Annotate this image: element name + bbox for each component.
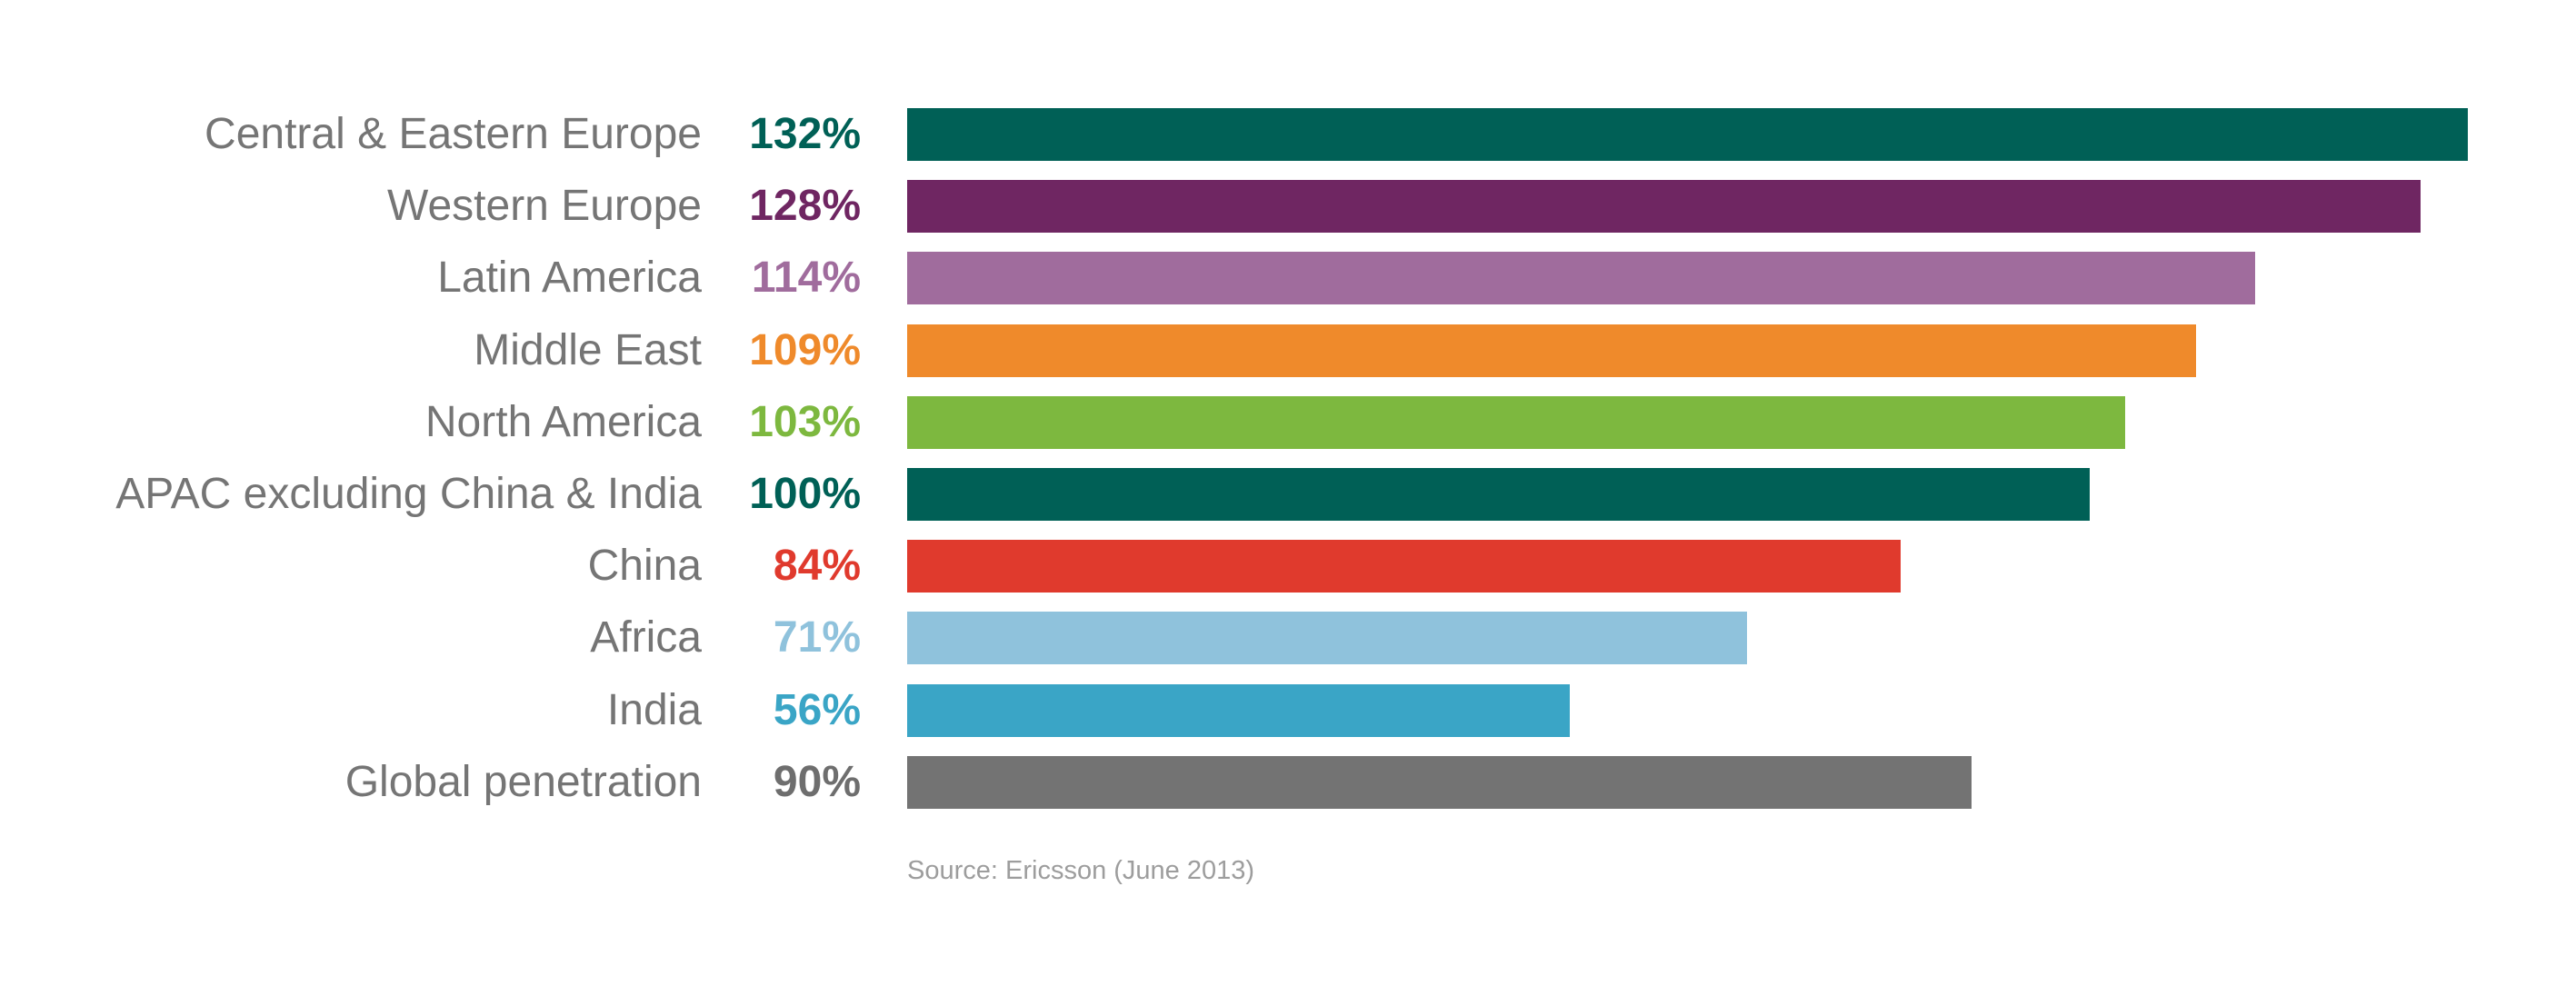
bar	[907, 395, 2125, 449]
chart-row: Latin America 114%	[0, 252, 2576, 305]
chart-row: Africa 71%	[0, 612, 2576, 665]
category-label: China	[587, 542, 702, 591]
category-label: Western Europe	[387, 182, 702, 231]
bar	[907, 324, 2197, 377]
value-label: 103%	[749, 397, 861, 446]
chart-row: Western Europe 128%	[0, 180, 2576, 234]
chart-row: China 84%	[0, 540, 2576, 593]
bar	[907, 108, 2469, 161]
bar	[907, 683, 1570, 737]
value-label: 56%	[773, 685, 861, 734]
bar	[907, 755, 1972, 809]
bar	[907, 612, 1747, 665]
chart-row: Global penetration 90%	[0, 755, 2576, 809]
bar	[907, 540, 1901, 593]
value-label: 128%	[749, 182, 861, 231]
category-label: India	[606, 685, 702, 734]
chart-row: APAC excluding China & India 100%	[0, 467, 2576, 521]
bar	[907, 252, 2256, 305]
category-label: Middle East	[474, 325, 702, 374]
category-label: APAC excluding China & India	[115, 469, 702, 518]
category-label: North America	[424, 397, 702, 446]
source-note: Source: Ericsson (June 2013)	[907, 856, 1255, 885]
category-label: Global penetration	[344, 757, 702, 806]
category-label: Latin America	[437, 254, 702, 303]
chart-row: Central & Eastern Europe 132%	[0, 108, 2576, 161]
bar	[907, 467, 2090, 521]
value-label: 71%	[773, 613, 861, 662]
chart-row: Middle East 109%	[0, 324, 2576, 377]
value-label: 100%	[749, 469, 861, 518]
value-label: 132%	[749, 110, 861, 158]
value-label: 84%	[773, 542, 861, 591]
bar	[907, 180, 2421, 234]
chart-row: India 56%	[0, 683, 2576, 737]
value-label: 90%	[773, 757, 861, 806]
value-label: 114%	[751, 254, 861, 303]
category-label: Central & Eastern Europe	[205, 110, 702, 158]
category-label: Africa	[590, 613, 702, 662]
value-label: 109%	[749, 325, 861, 374]
chart-rows: Central & Eastern Europe 132% Western Euro…	[0, 108, 2576, 828]
chart-row: North America 103%	[0, 395, 2576, 449]
